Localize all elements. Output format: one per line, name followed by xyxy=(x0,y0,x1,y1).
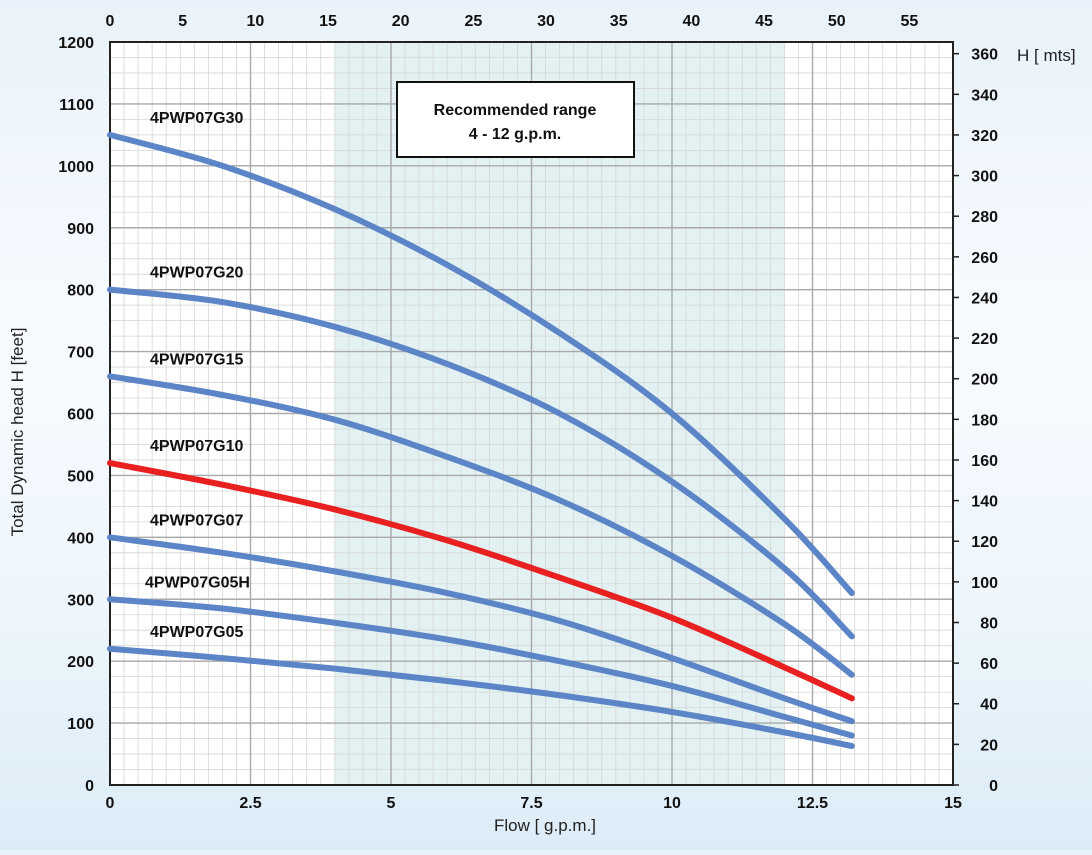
y-right-tick-label: 220 xyxy=(971,331,998,348)
y-right-tick-label: 160 xyxy=(971,453,998,470)
y-tick-label: 0 xyxy=(85,778,94,795)
x-top-tick-label: 5 xyxy=(178,13,187,30)
series-line-4pwp07g10 xyxy=(107,460,855,702)
y-right-tick-label: 60 xyxy=(980,656,998,673)
series-line-4pwp07g15 xyxy=(107,373,855,678)
y-right-tick-label: 40 xyxy=(980,697,998,714)
y-right-tick-label: 100 xyxy=(971,575,998,592)
y-right-tick-label: 140 xyxy=(971,494,998,511)
y-right-tick-label: 0 xyxy=(989,778,998,795)
ticks-layer: 0 2.5 5 7.5 10 12.5 150 5 10 15 20 25 30 35 40 45 50 5501… xyxy=(58,13,998,812)
series-line-4pwp07g05 xyxy=(107,645,855,749)
series-label-4pwp07g05h: 4PWP07G05H xyxy=(145,574,250,591)
recommended-range-values: 4 - 12 g.p.m. xyxy=(469,126,561,143)
series-line-4pwp07g05h xyxy=(107,596,855,739)
x-tick-label: 0 xyxy=(106,795,115,812)
series-line-4pwp07g07 xyxy=(107,534,855,725)
y-tick-label: 1200 xyxy=(58,35,94,52)
y-tick-label: 500 xyxy=(67,468,94,485)
y-tick-label: 600 xyxy=(67,407,94,424)
series-line-4pwp07g20 xyxy=(107,286,855,640)
x-top-tick-label: 50 xyxy=(828,13,846,30)
x-top-tick-label: 30 xyxy=(537,13,555,30)
recommended-range-box: Recommended range 4 - 12 g.p.m. xyxy=(396,81,635,158)
x-top-tick-label: 20 xyxy=(392,13,410,30)
y-tick-label: 100 xyxy=(67,716,94,733)
x-tick-label: 7.5 xyxy=(520,795,542,812)
x-top-tick-label: 45 xyxy=(755,13,773,30)
y-right-tick-label: 340 xyxy=(971,87,998,104)
x-tick-label: 10 xyxy=(663,795,681,812)
y-right-axis-label: H [ mts] xyxy=(1017,46,1076,65)
y-right-tick-label: 320 xyxy=(971,128,998,145)
plot-frame xyxy=(109,41,954,786)
y-tick-label: 1000 xyxy=(58,159,94,176)
y-right-tick-label: 280 xyxy=(971,209,998,226)
x-tick-label: 12.5 xyxy=(797,795,828,812)
y-tick-label: 900 xyxy=(67,221,94,238)
series-label-4pwp07g20: 4PWP07G20 xyxy=(150,265,243,282)
y-tick-label: 800 xyxy=(67,283,94,300)
x-tick-label: 15 xyxy=(944,795,962,812)
y-tick-label: 1100 xyxy=(59,97,94,114)
x-top-tick-label: 10 xyxy=(246,13,264,30)
series-layer: 4PWP07G30 4PWP07G20 4PWP07G15 4PWP07G10 4PWP… xyxy=(107,110,855,749)
x-top-tick-label: 55 xyxy=(900,13,918,30)
y-tick-label: 300 xyxy=(67,592,94,609)
x-top-tick-label: 25 xyxy=(464,13,482,30)
y-right-tick-label: 360 xyxy=(971,47,998,64)
y-tick-label: 400 xyxy=(67,530,94,547)
series-label-4pwp07g30: 4PWP07G30 xyxy=(150,110,243,127)
x-axis-label: Flow [ g.p.m.] xyxy=(494,816,596,835)
y-tick-label: 200 xyxy=(67,654,94,671)
y-right-tick-label: 180 xyxy=(971,412,998,429)
series-label-4pwp07g07: 4PWP07G07 xyxy=(150,512,243,529)
x-top-tick-label: 15 xyxy=(319,13,337,30)
x-top-tick-label: 35 xyxy=(610,13,628,30)
y-right-tick-label: 120 xyxy=(971,534,998,551)
y-right-tick-label: 300 xyxy=(971,169,998,186)
y-axis-label: Total Dynamic head H [feet] xyxy=(8,328,27,537)
y-right-tick-label: 200 xyxy=(971,372,998,389)
series-label-4pwp07g10: 4PWP07G10 xyxy=(150,438,243,455)
series-line-4pwp07g30 xyxy=(107,131,855,597)
x-top-tick-label: 0 xyxy=(106,13,115,30)
y-right-tick-label: 240 xyxy=(971,290,998,307)
y-right-tick-label: 260 xyxy=(971,250,998,267)
x-tick-label: 2.5 xyxy=(239,795,261,812)
recommended-range-frame xyxy=(396,81,635,158)
x-top-tick-label: 40 xyxy=(682,13,700,30)
recommended-range-title: Recommended range xyxy=(434,102,597,119)
x-tick-label: 5 xyxy=(387,795,396,812)
y-right-tick-label: 80 xyxy=(980,615,998,632)
y-tick-label: 700 xyxy=(67,345,94,362)
series-label-4pwp07g15: 4PWP07G15 xyxy=(150,351,243,368)
series-label-4pwp07g05: 4PWP07G05 xyxy=(150,624,243,641)
y-right-tick-label: 20 xyxy=(980,737,998,754)
